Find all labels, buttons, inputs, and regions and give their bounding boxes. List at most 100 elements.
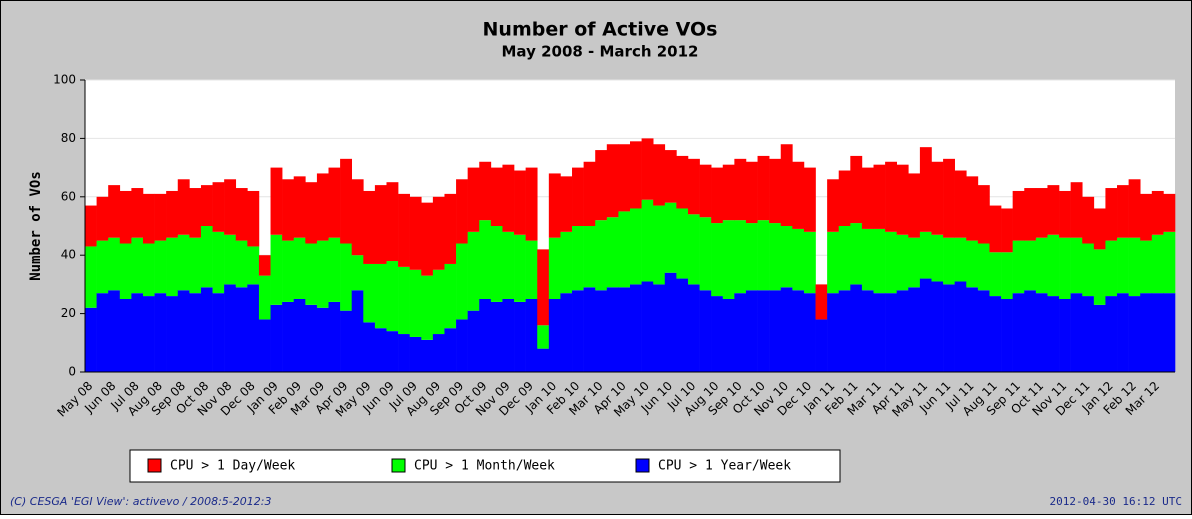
bar-segment [386, 182, 399, 262]
bar-segment [943, 237, 955, 285]
bar-segment [432, 196, 445, 270]
bar-segment [618, 144, 631, 212]
bar-segment [827, 179, 840, 232]
bar-segment [456, 243, 468, 320]
legend-swatch [635, 458, 650, 473]
bar-segment [166, 190, 179, 238]
bar-segment [1012, 240, 1025, 294]
bar-segment [166, 237, 179, 297]
bar-segment [467, 231, 480, 311]
legend-label: CPU > 1 Day/Week [170, 459, 295, 474]
bar-segment [1035, 293, 1048, 372]
bar-segment [456, 179, 468, 244]
bar-segment [154, 240, 167, 294]
bar-segment [363, 322, 376, 372]
bar-segment [119, 243, 132, 299]
bar-segment [641, 281, 654, 372]
y-axis-label: Number of VOs [28, 171, 44, 281]
bar-segment [583, 287, 596, 372]
bar-segment [525, 167, 538, 241]
bar-segment [96, 240, 109, 294]
bar-segment [572, 167, 584, 226]
bar-segment [908, 287, 921, 372]
legend-swatch [147, 458, 162, 473]
bar-segment [711, 296, 724, 372]
bar-segment [618, 287, 631, 372]
y-tick-label: 40 [61, 248, 76, 262]
bar-segment [305, 304, 318, 372]
bar-segment [1059, 237, 1071, 299]
bar-segment [653, 284, 666, 372]
bar-segment [989, 296, 1002, 372]
bar-segment [664, 202, 677, 273]
bar-segment [1117, 185, 1129, 238]
bar-segment [653, 205, 666, 285]
bar-segment [456, 319, 468, 372]
bar-segment [514, 234, 526, 302]
bar-segment [282, 301, 295, 372]
bar-segment [200, 226, 213, 288]
bar-segment [212, 231, 225, 294]
bar-segment [525, 240, 538, 299]
bar-segment [676, 278, 689, 372]
y-tick-label: 100 [53, 73, 76, 87]
bar-segment [792, 228, 805, 291]
bar-segment [1024, 290, 1037, 372]
bar-segment [328, 237, 341, 302]
bar-segment [235, 287, 248, 372]
bar-segment [572, 290, 584, 372]
bar-segment [212, 293, 225, 372]
bar-segment [873, 293, 886, 372]
bar-segment [734, 293, 747, 372]
bar-segment [780, 144, 793, 226]
bar-segment [595, 150, 608, 221]
bar-segment [560, 231, 573, 294]
bar-segment [803, 293, 816, 372]
bar-segment [722, 220, 735, 299]
bar-segment [1093, 249, 1106, 305]
bar-segment [850, 223, 863, 285]
bar-segment [1059, 299, 1071, 372]
bar-segment [1128, 179, 1141, 238]
bar-segment [305, 182, 318, 244]
bar-segment [711, 223, 724, 297]
bar-segment [235, 188, 248, 241]
bar-segment [514, 301, 526, 372]
bar-segment [1117, 293, 1129, 372]
bar-segment [583, 161, 596, 226]
bar-segment [780, 287, 793, 372]
bar-segment [490, 226, 503, 302]
bar-segment [1024, 188, 1037, 241]
bar-segment [560, 176, 573, 232]
bar-segment [293, 237, 306, 299]
bar-segment [502, 231, 515, 299]
bar-segment [954, 281, 967, 372]
bar-segment [432, 334, 445, 372]
bar-segment [351, 179, 364, 256]
bar-segment [943, 158, 955, 238]
bar-segment [676, 208, 689, 279]
bar-segment [769, 223, 782, 291]
bar-segment [954, 170, 967, 238]
bar-segment [1024, 240, 1037, 291]
bar-segment [1093, 208, 1106, 250]
bar-segment [340, 243, 353, 311]
bar-segment [1151, 293, 1164, 372]
bar-segment [1070, 182, 1083, 238]
bar-segment [85, 205, 97, 247]
bar-segment [1059, 190, 1071, 238]
bar-segment [119, 190, 132, 244]
bar-segment [687, 284, 700, 372]
bar-segment [896, 234, 909, 291]
bar-segment [340, 310, 353, 372]
bar-segment [989, 252, 1002, 297]
bar-segment [1001, 208, 1013, 253]
bar-segment [270, 234, 283, 305]
bar-segment [618, 211, 631, 288]
bar-segment [676, 155, 689, 209]
bar-segment [873, 164, 886, 229]
bar-segment [247, 246, 260, 285]
bar-segment [96, 293, 109, 372]
